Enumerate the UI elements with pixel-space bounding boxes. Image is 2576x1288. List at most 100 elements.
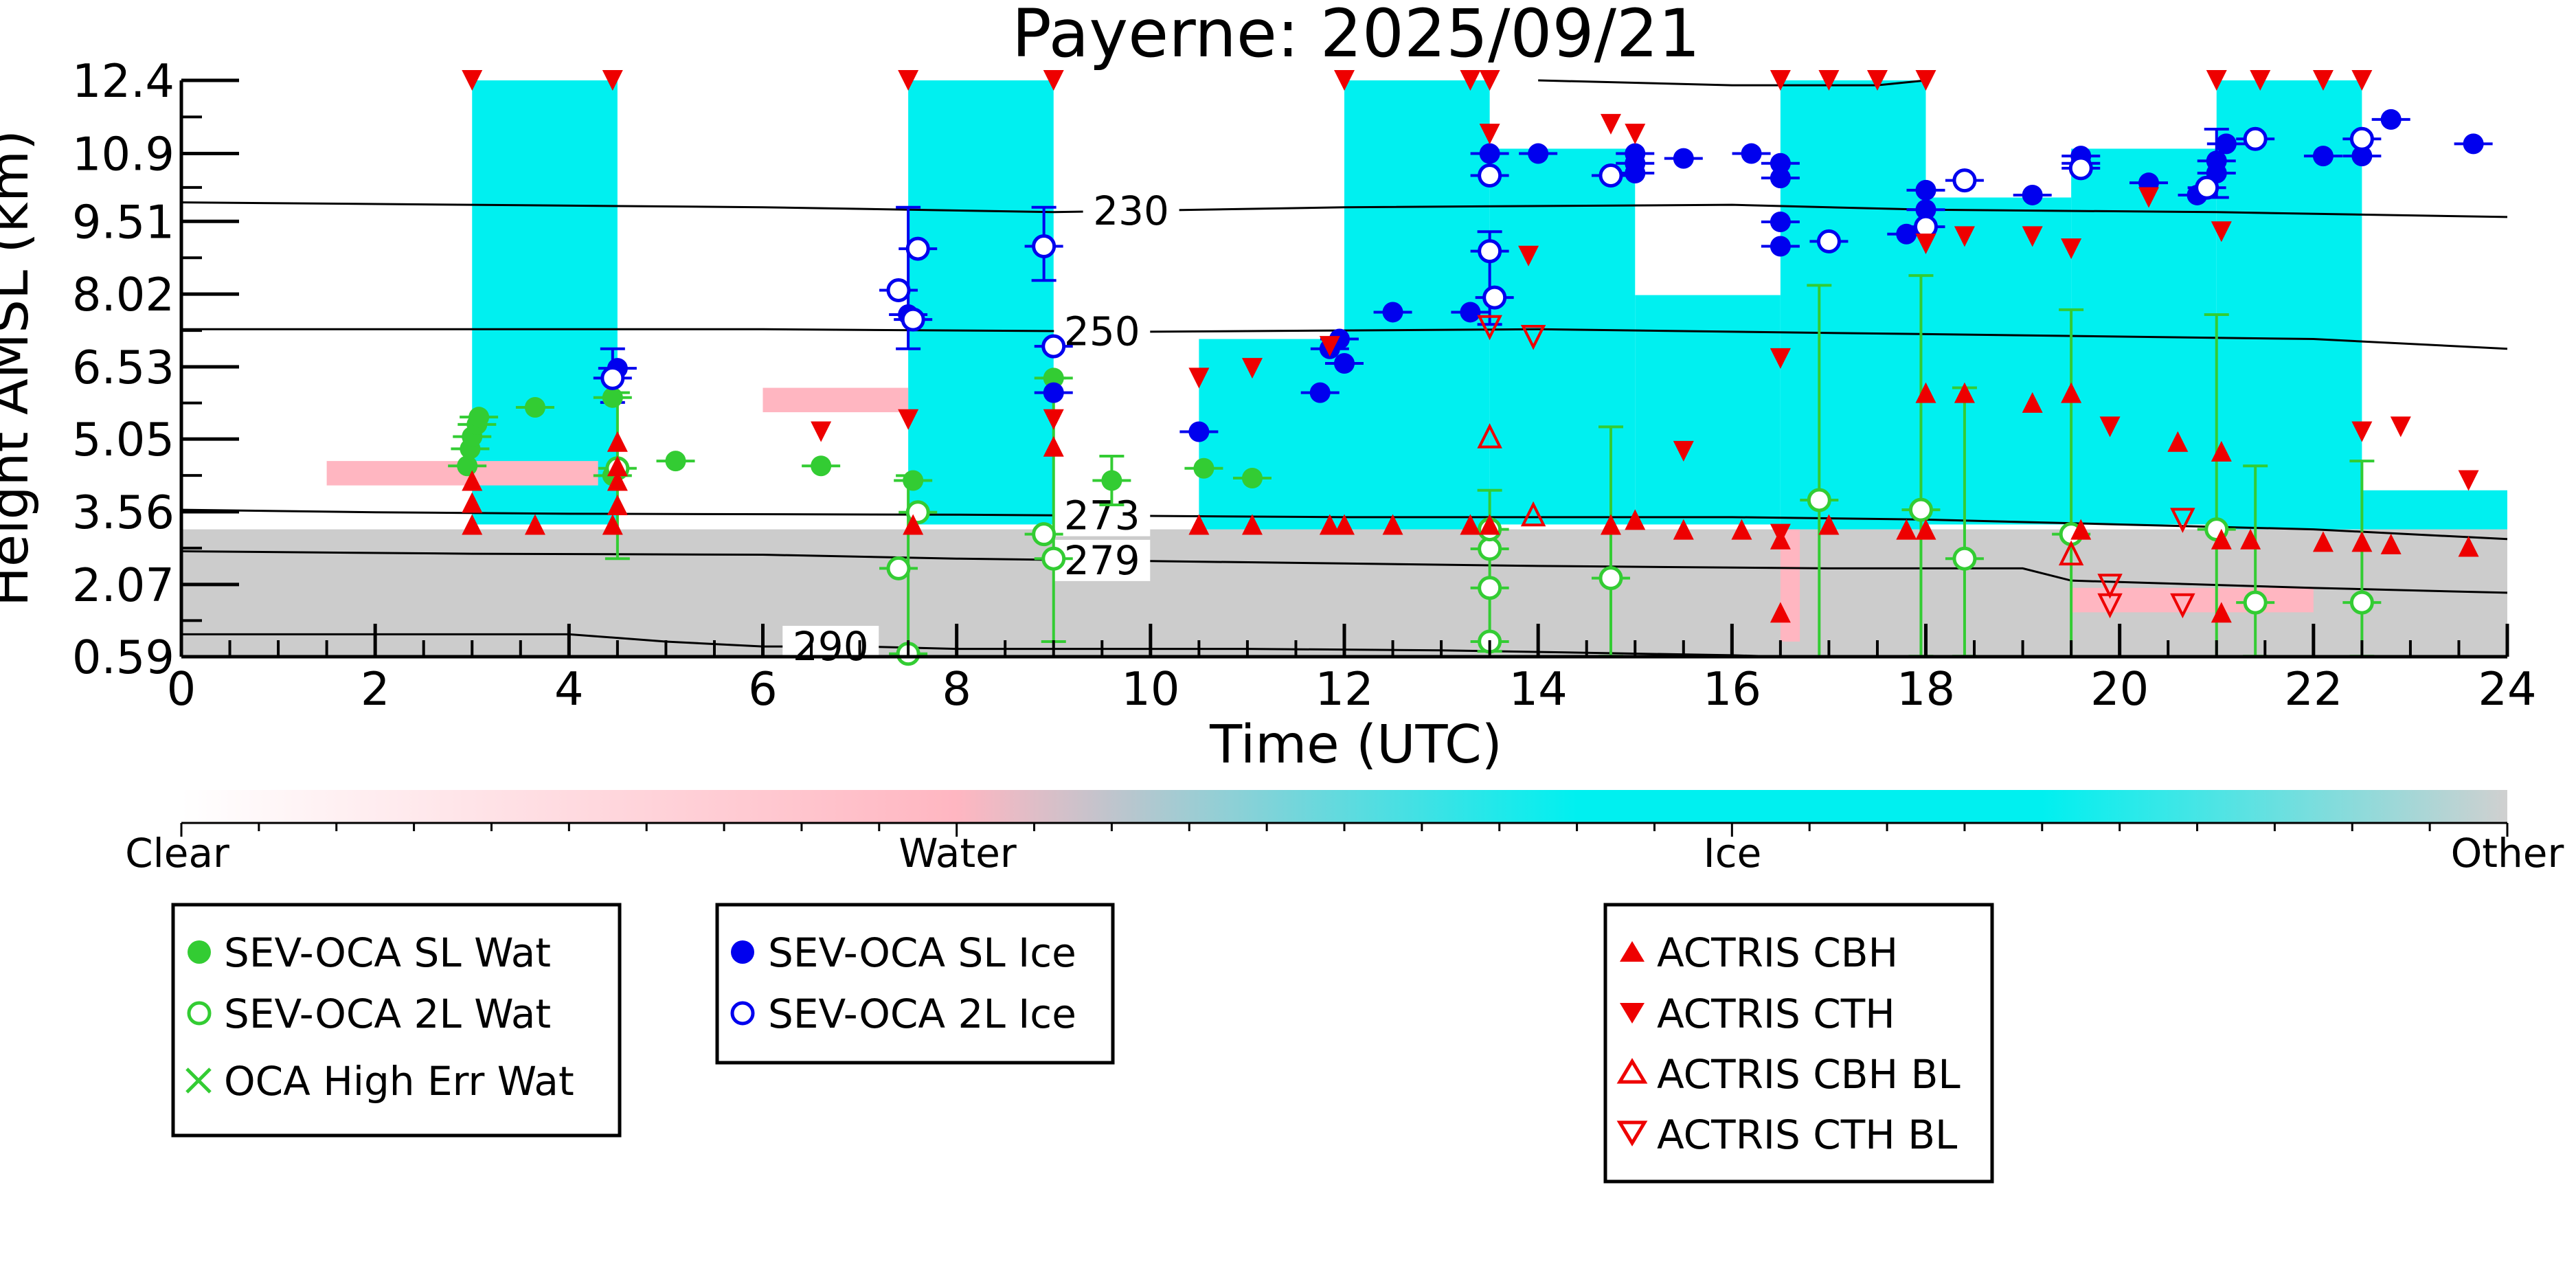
marker-sev-oca-sl-ice	[1460, 302, 1481, 323]
marker-actris-cth	[1241, 358, 1263, 379]
x-tick-label: 6	[748, 662, 778, 716]
marker-sev-oca-sl-ice	[1673, 148, 1694, 169]
marker-actris-cth	[1818, 70, 1840, 91]
marker-actris-cth	[2351, 70, 2373, 91]
background-layer-ice	[1780, 80, 1926, 530]
marker-actris-cbh	[607, 431, 628, 452]
marker-actris-cbh	[1600, 514, 1621, 535]
marker-sev-oca-2l-wat	[1807, 488, 1831, 512]
marker-actris-cbh	[1818, 514, 1840, 535]
x-tick-label: 0	[167, 662, 196, 716]
marker-sev-oca-sl-ice	[1770, 152, 1791, 174]
marker-actris-cth	[898, 70, 919, 91]
marker-sev-oca-sl-ice	[1896, 223, 1917, 245]
marker-actris-cth	[462, 70, 483, 91]
marker-sev-oca-2l-wat	[2243, 590, 2268, 615]
marker-actris-cth	[2099, 416, 2121, 438]
marker-actris-cth	[1770, 348, 1791, 369]
contour-label: 279	[1064, 537, 1140, 584]
marker-actris-cbh	[2167, 431, 2189, 452]
marker-sev-oca-2l-ice	[901, 307, 925, 332]
marker-sev-oca-sl-ice	[2022, 184, 2043, 205]
marker-sev-oca-sl-wat	[524, 396, 545, 418]
background-layer-ice	[1925, 197, 2072, 525]
marker-sev-oca-sl-ice	[2215, 133, 2237, 155]
marker-actris-cth	[1954, 226, 1975, 247]
marker-actris-cth-bl	[2170, 508, 2195, 533]
marker-actris-cth-bl	[1520, 324, 1546, 350]
marker-sev-oca-sl-ice	[1382, 302, 1403, 323]
legend-label: SEV-OCA 2L Ice	[768, 991, 1076, 1037]
x-tick-label: 12	[1315, 662, 1373, 716]
legend-label: ACTRIS CBH BL	[1657, 1051, 1961, 1098]
y-axis-label: Height AMSL (km)	[0, 130, 41, 607]
marker-actris-cth	[2206, 70, 2227, 91]
marker-actris-cbh	[1241, 514, 1263, 535]
legend-label: SEV-OCA SL Wat	[224, 929, 551, 976]
marker-actris-cth	[811, 421, 832, 442]
marker-sev-oca-2l-ice	[1478, 239, 1502, 264]
marker-actris-cth	[1334, 70, 1355, 91]
contour-label-bg	[1083, 190, 1179, 231]
x-ticks: 0 2 4 6 8 10 12 14 16 18 20 22 24	[167, 624, 2537, 716]
marker-actris-cth	[2022, 226, 2043, 247]
x-axis-label: Time (UTC)	[1209, 714, 1502, 776]
marker-actris-cth	[2390, 416, 2411, 438]
marker-sev-oca-2l-ice	[1041, 334, 1066, 359]
marker-actris-cth	[1866, 70, 1888, 91]
marker-sev-oca-2l-wat	[2349, 590, 2374, 615]
marker-actris-cth-bl	[2097, 574, 2123, 599]
marker-actris-cth	[1043, 409, 1064, 430]
marker-actris-cbh	[1334, 514, 1355, 535]
marker-actris-cbh-bl	[2058, 540, 2084, 566]
y-tick-label: 3.56	[72, 486, 174, 539]
legend-marker-2l-ice	[730, 1001, 755, 1026]
background-layer-ice	[1635, 295, 1781, 525]
marker-sev-oca-sl-wat	[1241, 467, 1263, 488]
marker-actris-cth	[1518, 245, 1539, 267]
marker-sev-oca-sl-ice	[1915, 199, 1936, 221]
axes: 0 2 4 6 8 10 12 14 16 18 20 22 24 0.592.073.565.056.…	[72, 54, 2537, 716]
marker-sev-oca-sl-wat	[1101, 470, 1122, 491]
y-tick-label: 5.05	[72, 413, 174, 466]
marker-actris-cth-bl	[1477, 315, 1502, 341]
legend-box	[715, 903, 1115, 1065]
marker-sev-oca-sl-ice	[1309, 382, 1331, 403]
legend-label: SEV-OCA SL Ice	[768, 929, 1076, 976]
marker-sev-oca-sl-wat	[1043, 368, 1064, 389]
marker-actris-cth	[1043, 70, 1064, 91]
marker-sev-oca-sl-ice	[1915, 179, 1936, 201]
marker-actris-cth	[1460, 70, 1481, 91]
contour-label-bg	[1054, 539, 1151, 581]
marker-sev-oca-2l-wat	[1041, 546, 1066, 571]
marker-sev-oca-2l-ice	[2349, 126, 2374, 151]
legend-marker-cth	[1620, 1003, 1645, 1024]
marker-sev-oca-2l-ice	[1482, 285, 1507, 310]
marker-sev-oca-sl-wat	[811, 455, 832, 477]
marker-sev-oca-2l-wat	[1032, 522, 1057, 547]
marker-actris-cth	[1673, 440, 1694, 462]
legend-marker-sl-ice	[731, 940, 754, 964]
y-tick-label: 2.07	[72, 558, 174, 612]
marker-actris-cth	[1625, 124, 1646, 145]
legend-box	[171, 903, 622, 1138]
background-layer-ice	[1199, 339, 1344, 530]
marker-sev-oca-sl-ice	[1043, 382, 1064, 403]
background-layer-ice	[472, 80, 618, 525]
marker-actris-cbh	[524, 514, 545, 535]
marker-actris-cth	[2312, 70, 2334, 91]
marker-actris-cth	[1188, 368, 1210, 389]
legend-label: ACTRIS CTH BL	[1657, 1111, 1957, 1158]
contour-line	[1538, 79, 1926, 87]
marker-sev-oca-sl-ice	[2351, 146, 2373, 167]
contour-label: 250	[1064, 308, 1140, 354]
marker-sev-oca-2l-wat	[1478, 576, 1502, 600]
x-tick-label: 2	[361, 662, 390, 716]
legend-actris: ACTRIS CBH ACTRIS CTH ACTRIS CBH BL ACTR…	[1603, 903, 1994, 1184]
x-tick-label: 18	[1897, 662, 1955, 716]
marker-sev-oca-sl-wat	[903, 470, 924, 491]
marker-actris-cbh	[607, 495, 628, 516]
marker-sev-oca-2l-ice	[1598, 163, 1623, 188]
